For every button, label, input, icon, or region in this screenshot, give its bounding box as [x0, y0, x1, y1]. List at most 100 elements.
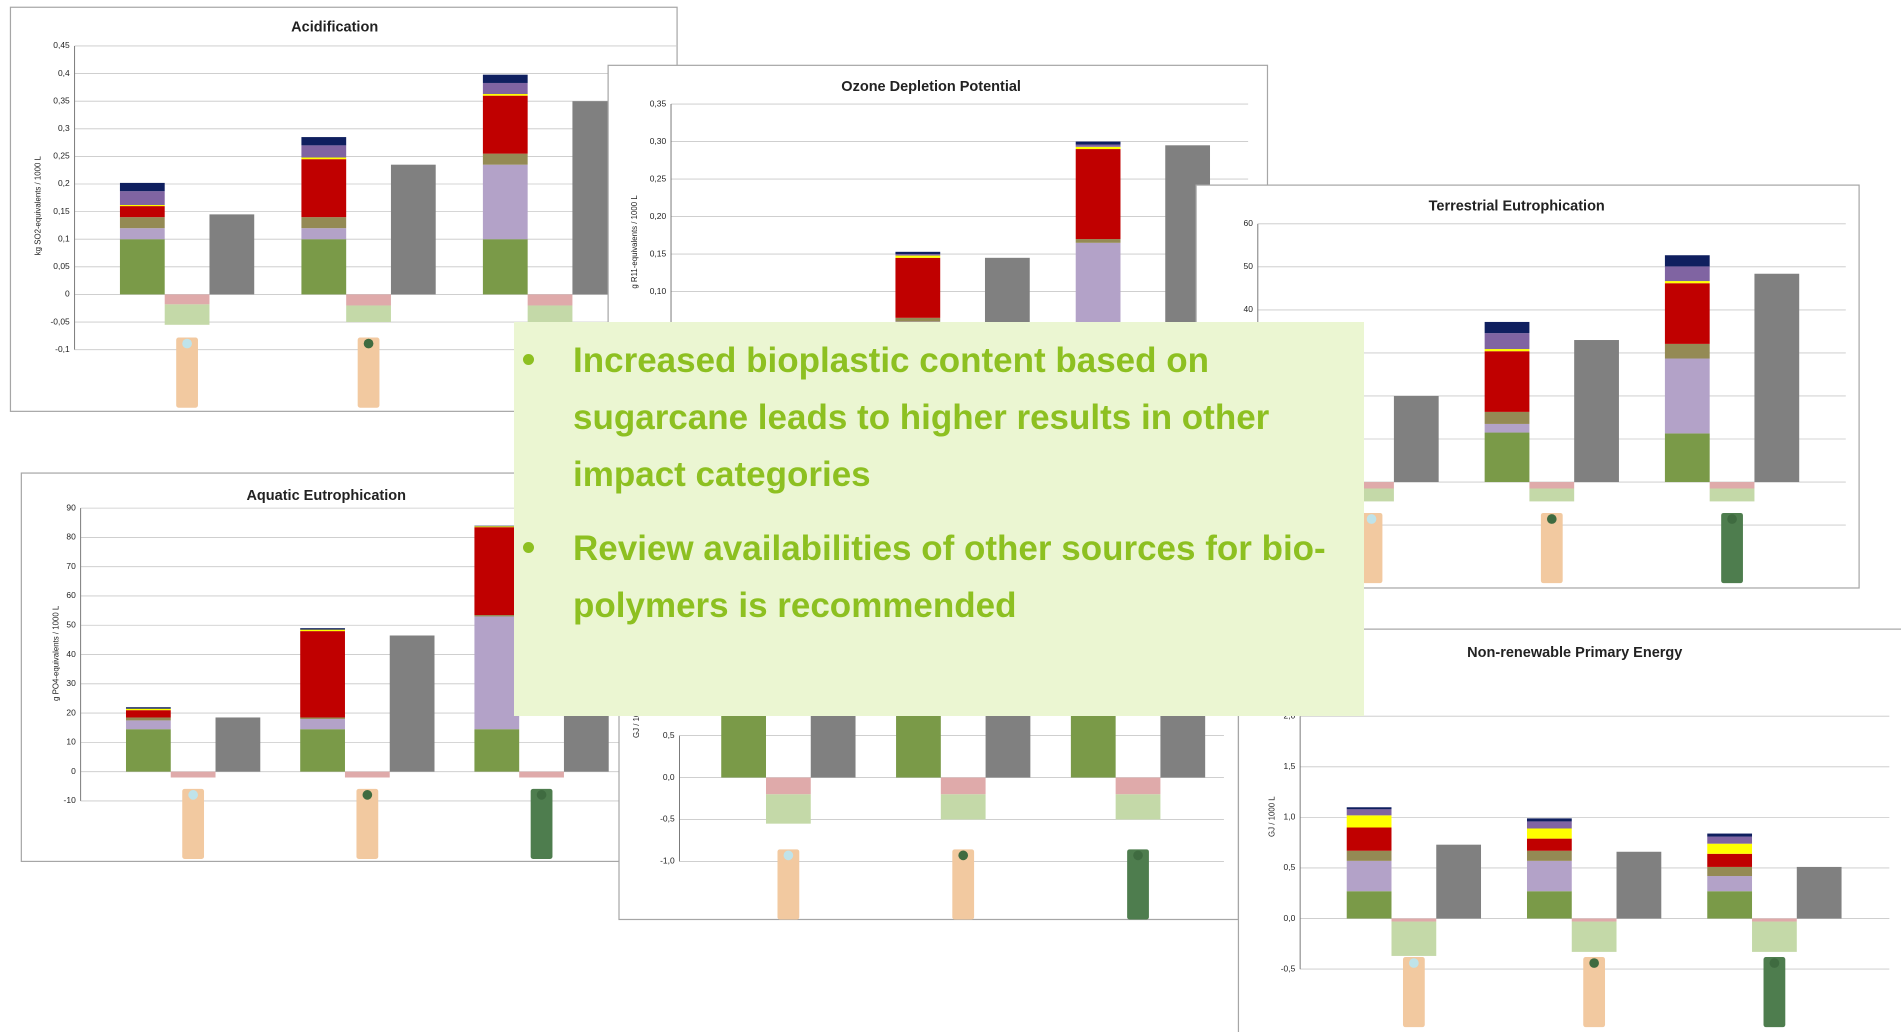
bar-segment — [209, 214, 255, 295]
bar-segment — [1346, 809, 1392, 816]
bar-segment — [482, 94, 528, 96]
bar-segment — [1574, 340, 1619, 483]
bar-segment — [300, 631, 345, 718]
bottle-icon — [1360, 512, 1383, 584]
bar-segment — [474, 615, 520, 617]
bottle-cap — [362, 790, 373, 800]
bar-segment — [474, 526, 520, 528]
y-tick-label: 0,5 — [1284, 862, 1296, 872]
y-tick-label: 40 — [66, 649, 76, 659]
bar-segment — [1346, 860, 1392, 892]
bottle-cap — [958, 850, 969, 861]
y-tick-label: 0,1 — [58, 233, 70, 243]
bar-segment — [1075, 242, 1121, 337]
y-tick-label: -0,5 — [660, 814, 675, 824]
bar-segment — [1484, 349, 1530, 352]
summary-box: Increased bioplastic content based on su… — [514, 322, 1364, 716]
y-tick-label: 0,0 — [663, 772, 675, 782]
bar-segment — [346, 305, 391, 323]
bar-segment — [1526, 818, 1572, 822]
y-axis-label: g PO4-equivalents / 1000 L — [52, 605, 61, 701]
chart-panel: Acidification kg SO2-equivalents / 1000 L… — [9, 6, 678, 412]
bar-segment — [119, 228, 165, 240]
bottle-icon — [1583, 956, 1606, 1028]
bar-segment — [1796, 866, 1842, 919]
bar-segment — [1664, 358, 1710, 434]
bar-segment — [895, 255, 941, 258]
y-tick-label: -0,05 — [50, 316, 70, 326]
bar-segment — [940, 777, 986, 795]
y-tick-label: 60 — [1244, 218, 1254, 228]
y-tick-label: 0,0 — [1284, 913, 1296, 923]
y-tick-label: 0,4 — [58, 68, 70, 78]
bottle-icon — [356, 788, 379, 859]
bottle-cap — [1727, 514, 1737, 524]
y-tick-label: 60 — [66, 590, 76, 600]
bottle-cap — [188, 790, 198, 800]
bar-segment — [1346, 807, 1392, 810]
bar-segment — [390, 164, 436, 295]
bar-segment — [482, 164, 528, 240]
bar-segment — [1115, 794, 1161, 820]
bar-segment — [1391, 918, 1437, 922]
bar-segment — [1664, 266, 1710, 282]
bar-segment — [119, 182, 165, 192]
chart-title: Non-renewable Primary Energy — [1467, 645, 1682, 661]
y-tick-label: 0 — [71, 766, 76, 776]
y-tick-label: -10 — [64, 795, 77, 805]
y-tick-label: 0,35 — [650, 98, 667, 108]
bar-segment — [119, 204, 165, 207]
bar-segment — [125, 707, 171, 709]
bar-segment — [474, 525, 520, 527]
bar-segment — [1075, 144, 1121, 147]
chart-panel: Non-renewable Primary Energy GJ / 1000 L -… — [1237, 628, 1901, 1032]
bottle-cap — [1546, 514, 1557, 524]
y-tick-label: 0,05 — [53, 261, 70, 271]
bar-segment — [301, 228, 347, 240]
bottle-icon — [1721, 512, 1743, 584]
bar-segment — [125, 710, 171, 718]
bottle-icon — [176, 337, 198, 408]
y-tick-label: 10 — [66, 737, 76, 747]
bottle-icon — [1763, 956, 1786, 1028]
y-axis-label: GJ / 1000 L — [632, 697, 641, 738]
bar-segment — [215, 717, 261, 772]
bar-segment — [895, 251, 941, 255]
bar-segment — [1346, 815, 1392, 828]
bar-segment — [482, 74, 528, 83]
y-tick-label: 0,20 — [650, 211, 667, 221]
bar-segment — [301, 217, 347, 229]
bar-segment — [895, 254, 941, 256]
bar-segment — [301, 159, 347, 218]
y-axis-label: kg SO2-equivalents / 1000 L — [33, 155, 42, 255]
bar-segment — [1707, 866, 1753, 877]
bar-segment — [1484, 432, 1530, 483]
bar-segment — [1075, 239, 1121, 243]
bottle-icon — [530, 788, 553, 859]
bar-segment — [1664, 343, 1710, 359]
chart-title: Ozone Depletion Potential — [841, 79, 1021, 95]
y-tick-label: 50 — [1244, 261, 1254, 271]
bar-segment — [482, 239, 528, 295]
bar-segment — [301, 239, 347, 295]
bar-segment — [300, 629, 345, 632]
y-tick-label: 0,45 — [53, 40, 70, 50]
bar-segment — [1571, 918, 1617, 922]
bar-segment — [1391, 921, 1437, 956]
bar-segment — [1484, 411, 1530, 424]
y-tick-label: 50 — [66, 619, 76, 629]
bottle-icon — [1127, 849, 1149, 920]
y-axis-label: GJ / 1000 L — [1267, 796, 1276, 837]
y-tick-label: 0,3 — [58, 123, 70, 133]
bullet: Review availabilities of other sources f… — [523, 520, 1373, 634]
y-tick-label: 0,5 — [663, 730, 675, 740]
bar-segment — [1664, 255, 1710, 267]
bottle-icon — [1540, 512, 1563, 584]
bar-segment — [940, 794, 986, 820]
bar-segment — [1526, 891, 1572, 919]
bar-segment — [474, 527, 520, 616]
bar-segment — [1526, 850, 1572, 861]
bottle-icon — [1402, 956, 1425, 1028]
bottle-cap — [1769, 958, 1780, 968]
bar-segment — [300, 628, 345, 630]
